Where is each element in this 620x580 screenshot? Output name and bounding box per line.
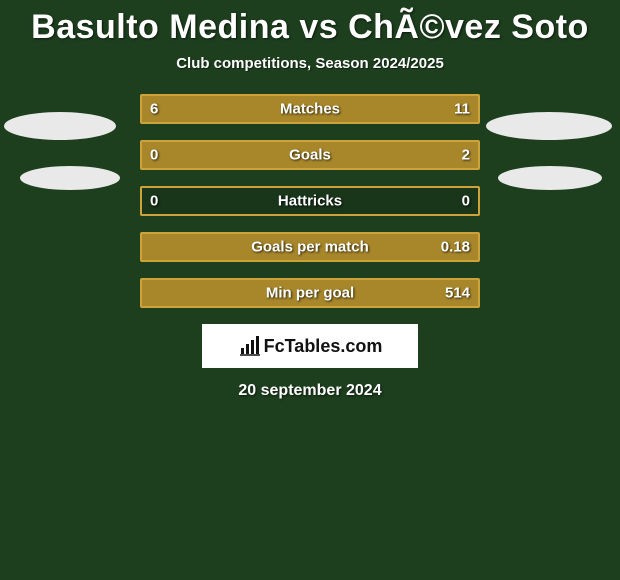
stat-row: 6 Matches 11 bbox=[140, 94, 480, 124]
fill-left bbox=[142, 96, 260, 122]
value-right: 514 bbox=[445, 285, 470, 302]
value-left: 0 bbox=[150, 147, 158, 164]
logo-box: FcTables.com bbox=[202, 324, 418, 368]
date: 20 september 2024 bbox=[0, 382, 620, 400]
row-label: Hattricks bbox=[278, 193, 342, 210]
stat-row: 0 Goals 2 bbox=[140, 140, 480, 170]
value-left: 0 bbox=[150, 193, 158, 210]
value-right: 2 bbox=[462, 147, 470, 164]
placeholder-ellipse-left-bot bbox=[20, 166, 120, 190]
placeholder-ellipse-right-bot bbox=[498, 166, 602, 190]
row-label: Min per goal bbox=[266, 285, 354, 302]
page-title: Basulto Medina vs ChÃ©vez Soto bbox=[0, 0, 620, 47]
stat-row: Min per goal 514 bbox=[140, 278, 480, 308]
stat-row: 0 Hattricks 0 bbox=[140, 186, 480, 216]
row-label: Goals per match bbox=[251, 239, 369, 256]
stat-rows: 6 Matches 11 0 Goals 2 0 Hattricks 0 Goals per ma… bbox=[140, 94, 480, 308]
value-right: 11 bbox=[454, 101, 470, 118]
value-right: 0 bbox=[462, 193, 470, 210]
placeholder-ellipse-left-top bbox=[4, 112, 116, 140]
value-right: 0.18 bbox=[441, 239, 470, 256]
comparison-stage: 6 Matches 11 0 Goals 2 0 Hattricks 0 Goals per ma… bbox=[0, 94, 620, 308]
logo-text: FcTables.com bbox=[264, 336, 383, 357]
row-label: Goals bbox=[289, 147, 331, 164]
placeholder-ellipse-right-top bbox=[486, 112, 612, 140]
row-label: Matches bbox=[280, 101, 340, 118]
value-left: 6 bbox=[150, 101, 158, 118]
bar-chart-icon bbox=[238, 334, 262, 358]
subtitle: Club competitions, Season 2024/2025 bbox=[0, 55, 620, 72]
stat-row: Goals per match 0.18 bbox=[140, 232, 480, 262]
